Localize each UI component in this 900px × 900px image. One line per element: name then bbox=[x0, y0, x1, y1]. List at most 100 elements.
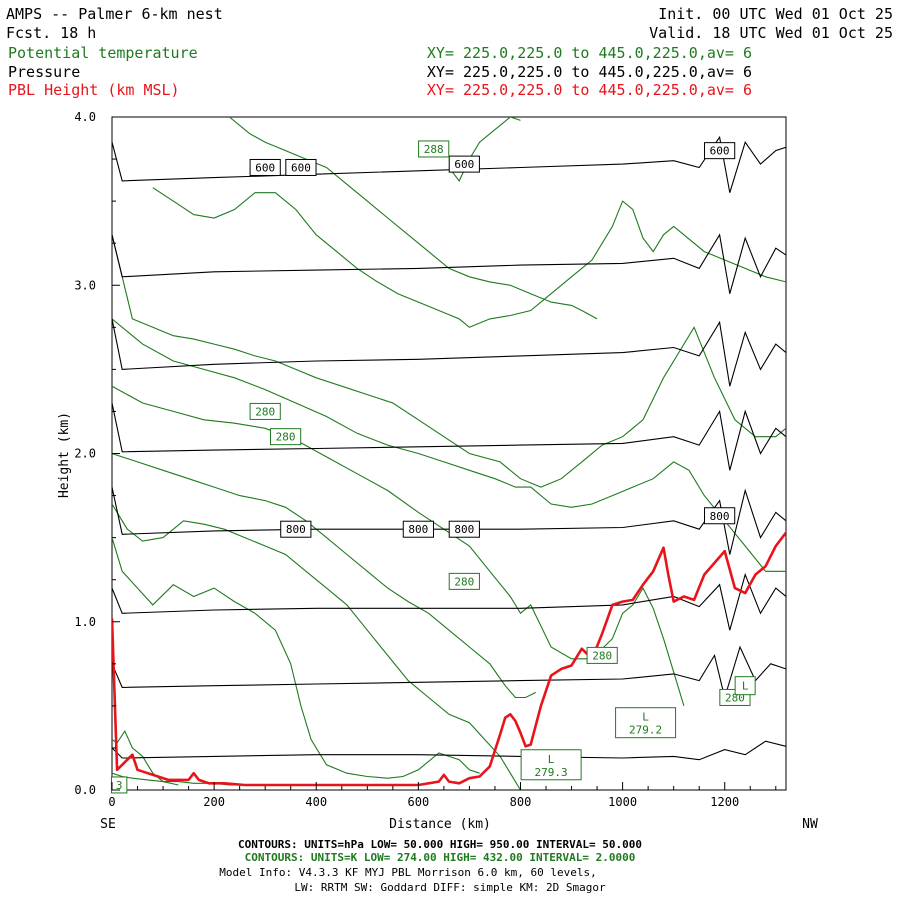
low-marker-value-1: 279.2 bbox=[629, 724, 662, 737]
valid-time: Valid. 18 UTC Wed 01 Oct 25 bbox=[649, 24, 893, 42]
pressure-label-1-box bbox=[285, 158, 317, 176]
theta-label-3: 280 bbox=[448, 572, 480, 590]
theta-label-1: 280 bbox=[249, 402, 281, 420]
pressure-label-6-text: 800 bbox=[454, 523, 474, 536]
pressure-label-4: 800 bbox=[280, 520, 312, 538]
pressure-label-2: 600 bbox=[448, 155, 480, 173]
pressure-label-2-box bbox=[448, 155, 480, 173]
chart-header: AMPS -- Palmer 6-km nest Fcst. 18 h Init… bbox=[6, 5, 893, 99]
pressure-label-3-box bbox=[704, 142, 736, 160]
theta-label-6-box bbox=[110, 776, 128, 794]
pressure-label-7-box bbox=[704, 507, 736, 525]
x-tick-label-4: 800 bbox=[510, 795, 532, 809]
pressure-label-5-box bbox=[402, 520, 434, 538]
theta-label-3-box bbox=[448, 572, 480, 590]
pressure-label-6: 800 bbox=[448, 520, 480, 538]
y-tick-label-3: 3.0 bbox=[74, 278, 96, 292]
theta-label-1-box bbox=[249, 402, 281, 420]
theta-label-2-text: 280 bbox=[276, 431, 296, 444]
y-tick-label-0: 0.0 bbox=[74, 783, 96, 797]
theta-contour-line-1 bbox=[112, 729, 179, 786]
x-tick-label-2: 400 bbox=[305, 795, 327, 809]
footer-pressure-contours: CONTOURS: UNITS=hPa LOW= 50.000 HIGH= 95… bbox=[238, 838, 642, 851]
forecast-hour: Fcst. 18 h bbox=[6, 24, 96, 42]
pressure-label-5: 800 bbox=[402, 520, 434, 538]
theta-label-6: 3 bbox=[110, 776, 128, 794]
x-tick-label-6: 1200 bbox=[710, 795, 739, 809]
theta-contours bbox=[112, 117, 786, 790]
footer-model-info: Model Info: V4.3.3 KF MYJ PBL Morrison 6… bbox=[219, 866, 597, 879]
theta-contour-line-7 bbox=[112, 234, 786, 488]
pressure-contour-800 bbox=[112, 486, 786, 555]
x-tick-label-3: 600 bbox=[408, 795, 430, 809]
x-tick-label-1: 200 bbox=[203, 795, 225, 809]
pressure-label-3-text: 600 bbox=[710, 145, 730, 158]
y-tick-label-2: 2.0 bbox=[74, 447, 96, 461]
chart-footer: CONTOURS: UNITS=hPa LOW= 50.000 HIGH= 95… bbox=[219, 838, 642, 894]
low-marker-letter-1: L bbox=[642, 711, 649, 724]
theta-contour-line-10 bbox=[448, 117, 521, 182]
field-xy-theta: XY= 225.0,225.0 to 445.0,225.0,av= 6 bbox=[427, 44, 752, 62]
field-xy-pressure: XY= 225.0,225.0 to 445.0,225.0,av= 6 bbox=[427, 63, 752, 81]
theta-label-2: 280 bbox=[270, 428, 302, 446]
field-xy-pbl: XY= 225.0,225.0 to 445.0,225.0,av= 6 bbox=[427, 81, 752, 99]
theta-contour-line-4 bbox=[112, 452, 537, 699]
y-tick-label-1: 1.0 bbox=[74, 615, 96, 629]
pressure-label-0: 600 bbox=[249, 158, 281, 176]
theta-contour-line-9 bbox=[229, 117, 598, 320]
pressure-label-7: 800 bbox=[704, 507, 736, 525]
theta-contour-line-5 bbox=[112, 385, 685, 707]
pressure-contour-650 bbox=[112, 233, 786, 294]
footer-physics-info: LW: RRTM SW: Goddard DIFF: simple KM: 2D… bbox=[294, 881, 606, 894]
pbl-height-line bbox=[112, 531, 786, 787]
pressure-contours bbox=[112, 135, 786, 761]
theta-label-2-box bbox=[270, 428, 302, 446]
theta-label-4-text: 280 bbox=[592, 649, 612, 662]
field-name-pbl: PBL Height (km MSL) bbox=[8, 81, 180, 99]
field-name-theta: Potential temperature bbox=[8, 44, 198, 62]
theta-label-1-text: 280 bbox=[255, 405, 275, 418]
pressure-label-6-box bbox=[448, 520, 480, 538]
y-axis-title: Height (km) bbox=[57, 412, 72, 498]
pressure-label-7-text: 800 bbox=[710, 510, 730, 523]
x-end-label-left: SE bbox=[100, 817, 116, 832]
theta-label-4: 280 bbox=[586, 646, 618, 664]
theta-contour-line-2 bbox=[112, 537, 480, 779]
low-marker-value-0: 279.3 bbox=[535, 766, 568, 779]
x-end-label-right: NW bbox=[802, 817, 818, 832]
pressure-label-0-box bbox=[249, 158, 281, 176]
x-tick-label-5: 1000 bbox=[608, 795, 637, 809]
y-tick-label-4: 4.0 bbox=[74, 110, 96, 124]
x-tick-label-0: 0 bbox=[108, 795, 115, 809]
pressure-label-5-text: 800 bbox=[408, 523, 428, 536]
chart-title: AMPS -- Palmer 6-km nest bbox=[6, 5, 223, 23]
theta-label-3-text: 280 bbox=[454, 575, 474, 588]
theta-label-6-text: 3 bbox=[116, 779, 123, 792]
low-marker-box-0 bbox=[520, 749, 582, 781]
pressure-label-1-text: 600 bbox=[291, 161, 311, 174]
x-axis-title: Distance (km) bbox=[389, 817, 491, 832]
low-marker-box-2 bbox=[734, 676, 756, 696]
low-marker-box-1 bbox=[615, 707, 677, 739]
pressure-label-2-text: 600 bbox=[454, 158, 474, 171]
low-marker-2: L bbox=[734, 676, 756, 696]
pressure-contour-600 bbox=[112, 135, 786, 193]
pressure-label-1: 600 bbox=[285, 158, 317, 176]
theta-label-0: 288 bbox=[418, 140, 450, 158]
pressure-label-3: 600 bbox=[704, 142, 736, 160]
pbl-height-layer bbox=[112, 531, 786, 787]
theta-contour-line-8 bbox=[152, 187, 786, 328]
theta-contour-line-6 bbox=[112, 318, 786, 572]
pressure-label-4-text: 800 bbox=[286, 523, 306, 536]
pressure-contour-700 bbox=[112, 318, 786, 387]
pressure-label-4-box bbox=[280, 520, 312, 538]
pressure-contour-900 bbox=[112, 645, 786, 700]
field-name-pressure: Pressure bbox=[8, 63, 80, 81]
theta-label-0-box bbox=[418, 140, 450, 158]
low-marker-letter-2: L bbox=[742, 680, 749, 693]
